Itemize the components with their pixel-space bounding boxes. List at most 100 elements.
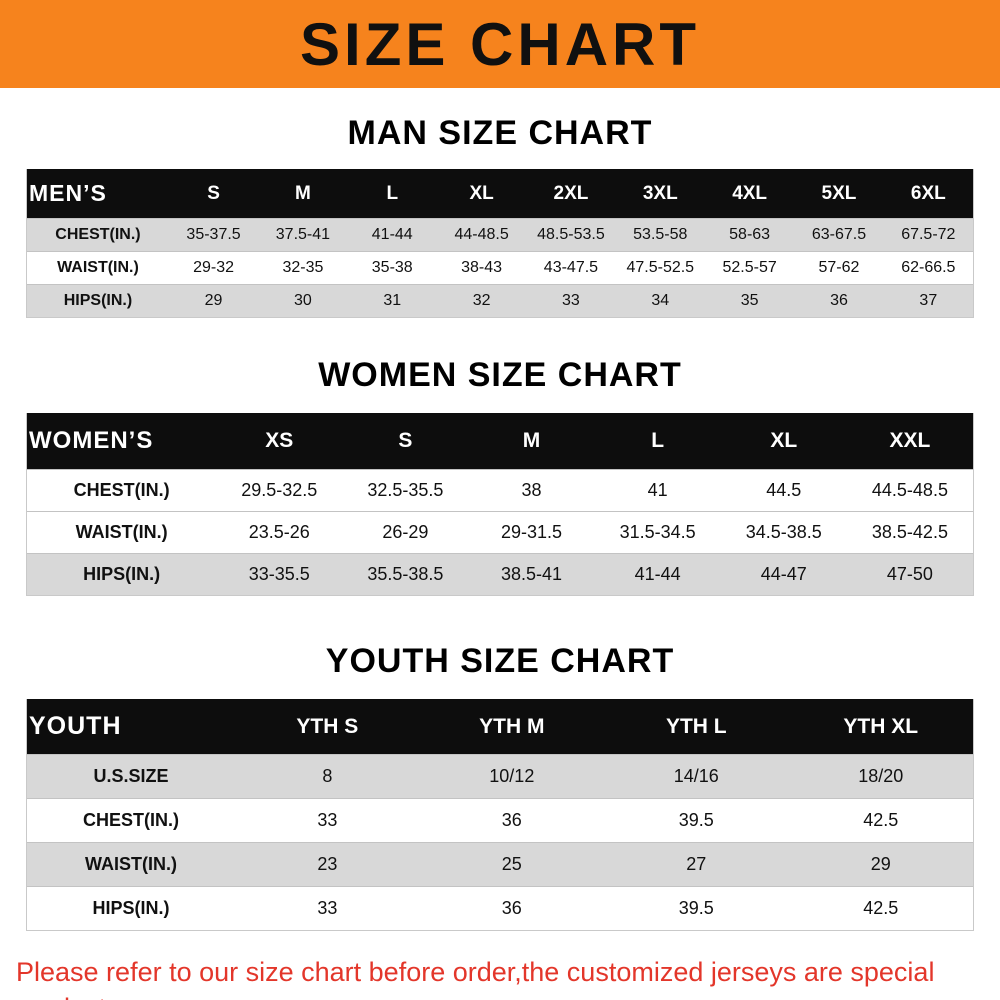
section-women: WOMEN SIZE CHART WOMEN’S XS S M L XL XXL CHEST(… (0, 356, 1000, 596)
table-cell: 58-63 (729, 226, 771, 243)
table-cell: 37.5-41 (275, 226, 331, 243)
table-cell: 32 (472, 292, 491, 309)
table-cell: 25 (501, 854, 522, 874)
table-cell: 14/16 (673, 766, 719, 786)
table-cell: 38.5-41 (500, 564, 563, 584)
table-row: U.S.SIZE 8 10/12 14/16 18/20 (27, 754, 973, 798)
table-row: HIPS(IN.) 33-35.5 35.5-38.5 38.5-41 41-44 44-… (27, 553, 973, 595)
table-body: CHEST(IN.) 29.5-32.5 32.5-35.5 38 41 44.5 44.5… (27, 469, 973, 595)
order-disclaimer-text: Please refer to our size chart before or… (0, 955, 1000, 1000)
table-cell: 43-47.5 (543, 259, 599, 276)
man-section-heading: MAN SIZE CHART (347, 114, 653, 152)
header-cell: MEN’S (29, 180, 107, 206)
header-cell: S (398, 429, 413, 452)
table-cell: 23 (317, 854, 338, 874)
table-row: WAIST(IN.) 23 25 27 29 (27, 842, 973, 886)
table-cell: 33 (317, 898, 338, 918)
header-cell: WOMEN’S (29, 427, 154, 454)
header-cell: YOUTH (29, 712, 122, 740)
table-cell: 44.5-48.5 (871, 480, 948, 500)
table-cell: 39.5 (678, 898, 714, 918)
table-cell: 57-62 (818, 259, 860, 276)
table-cell: 47-50 (886, 564, 933, 584)
table-cell: 31.5-34.5 (619, 522, 696, 542)
header-cell: XL (770, 429, 798, 452)
table-cell: 44-48.5 (454, 226, 509, 243)
table-cell: 38 (521, 480, 542, 500)
table-cell: 67.5-72 (901, 226, 956, 243)
women-section-heading: WOMEN SIZE CHART (318, 356, 682, 394)
size-chart-banner: SIZE CHART (0, 0, 1000, 88)
table-cell: 29.5-32.5 (241, 480, 318, 500)
table-cell: 37 (919, 292, 938, 309)
table-header-row: YOUTH YTH S YTH M YTH L YTH XL (27, 699, 973, 754)
table-cell: 33 (317, 810, 338, 830)
table-cell: 42.5 (863, 898, 899, 918)
header-cell: YTH L (665, 714, 727, 738)
table-row: CHEST(IN.) 35-37.5 37.5-41 41-44 44-48.5 48.5… (27, 218, 973, 251)
header-cell: YTH S (296, 714, 359, 738)
table-cell: 10/12 (489, 766, 535, 786)
table-cell: 48.5-53.5 (537, 226, 605, 243)
table-row: HIPS(IN.) 33 36 39.5 42.5 (27, 886, 973, 930)
table-cell: HIPS(IN.) (63, 292, 133, 309)
table-cell: HIPS(IN.) (92, 898, 170, 918)
table-cell: 29 (870, 854, 891, 874)
youth-size-table: YOUTH YTH S YTH M YTH L YTH XL U.S.SIZE 8 10/12… (26, 699, 974, 931)
table-cell: 44-47 (760, 564, 807, 584)
table-cell: 31 (383, 292, 402, 309)
header-cell: XL (469, 182, 494, 204)
table-cell: 39.5 (678, 810, 714, 830)
table-cell: 34.5-38.5 (745, 522, 822, 542)
table-cell: 63-67.5 (811, 226, 867, 243)
table-cell: 47.5-52.5 (626, 259, 695, 276)
table-cell: CHEST(IN.) (83, 810, 180, 830)
header-cell: 5XL (821, 182, 857, 204)
table-cell: U.S.SIZE (93, 766, 169, 786)
table-cell: 52.5-57 (722, 259, 777, 276)
table-cell: CHEST(IN.) (55, 226, 141, 243)
table-cell: 27 (686, 854, 707, 874)
table-row: WAIST(IN.) 29-32 32-35 35-38 38-43 43-47.5 47.… (27, 251, 973, 284)
disclaimer-line-1: Please refer to our size chart before or… (16, 957, 935, 1000)
table-cell: 35-37.5 (186, 226, 241, 243)
table-cell: 30 (294, 292, 312, 309)
table-cell: 38-43 (461, 259, 503, 276)
header-cell: YTH M (479, 714, 545, 738)
table-cell: 29 (204, 292, 223, 309)
table-cell: 53.5-58 (633, 226, 688, 243)
table-cell: 29-32 (193, 259, 235, 276)
header-cell: M (522, 429, 541, 452)
table-cell: 23.5-26 (248, 522, 310, 542)
table-cell: CHEST(IN.) (73, 480, 170, 500)
table-cell: 18/20 (858, 766, 904, 786)
table-row: CHEST(IN.) 33 36 39.5 42.5 (27, 798, 973, 842)
table-body: U.S.SIZE 8 10/12 14/16 18/20 CHEST(IN.) 33 36 39… (27, 754, 973, 930)
header-cell: 4XL (732, 182, 768, 204)
table-header-row: WOMEN’S XS S M L XL XXL (27, 413, 973, 469)
header-cell: S (207, 182, 220, 204)
header-cell: XS (265, 429, 294, 452)
men-size-table: MEN’S S M L XL 2XL 3XL 4XL 5XL 6XL CHEST(IN.) 35-37… (26, 169, 974, 318)
youth-section-heading: YOUTH SIZE CHART (325, 642, 675, 680)
table-cell: 33-35.5 (248, 564, 310, 584)
header-cell: L (651, 429, 665, 452)
header-cell: L (386, 182, 399, 204)
section-youth: YOUTH SIZE CHART YOUTH YTH S YTH M YTH L YTH… (0, 642, 1000, 931)
header-cell: M (294, 182, 311, 204)
table-cell: HIPS(IN.) (83, 564, 161, 584)
table-cell: 26-29 (382, 522, 429, 542)
table-cell: 29-31.5 (500, 522, 563, 542)
table-header-row: MEN’S S M L XL 2XL 3XL 4XL 5XL 6XL (27, 169, 973, 218)
table-cell: 35 (740, 292, 759, 309)
header-cell: XXL (889, 429, 931, 452)
table-cell: 41-44 (634, 564, 681, 584)
section-man: MAN SIZE CHART MEN’S S M L XL 2XL 3XL 4XL 5XL 6XL… (0, 114, 1000, 318)
table-cell: 36 (501, 810, 522, 830)
table-cell: WAIST(IN.) (75, 522, 168, 542)
table-cell: 41-44 (371, 226, 413, 243)
table-cell: 36 (501, 898, 522, 918)
table-cell: 34 (651, 292, 670, 309)
table-row: HIPS(IN.) 29 30 31 32 33 34 35 36 37 (27, 284, 973, 317)
